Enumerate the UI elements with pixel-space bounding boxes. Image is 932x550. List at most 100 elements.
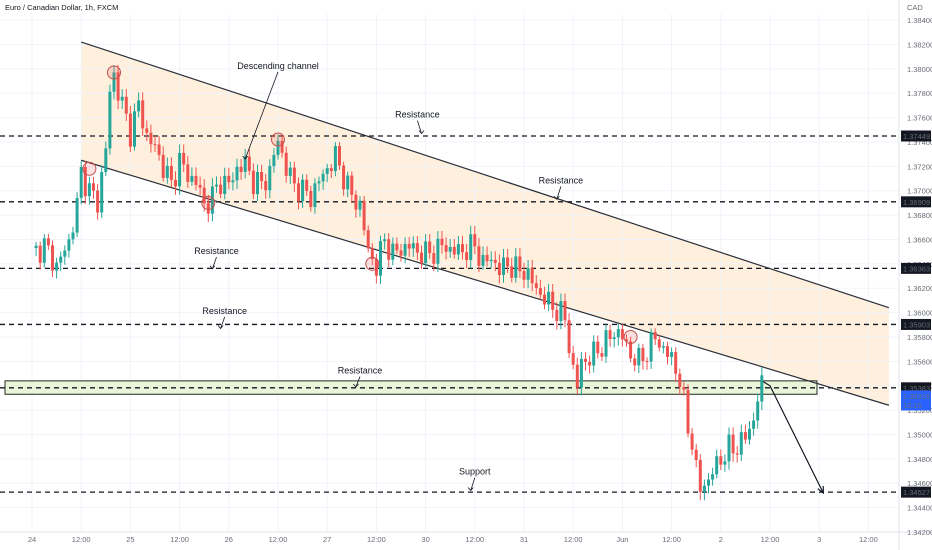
channel-lower-line <box>81 159 890 406</box>
candle-down <box>124 96 128 114</box>
price-tick-label: 1.37800 <box>907 89 932 98</box>
candle-down <box>538 288 542 295</box>
candle-down <box>366 230 370 249</box>
candle-down <box>374 259 378 276</box>
level-price-label: 1.36909 <box>903 198 930 207</box>
candle-down <box>198 184 202 188</box>
candle-up <box>403 243 407 256</box>
candle-down <box>522 271 526 280</box>
candle-down <box>686 389 690 434</box>
candle-down <box>473 234 477 247</box>
candle-up <box>649 332 653 362</box>
touch-point-circle <box>201 195 216 210</box>
candle-down <box>625 339 628 342</box>
candle-down <box>678 373 682 387</box>
annotation-pointer <box>212 256 217 269</box>
time-tick-label: 26 <box>225 535 233 544</box>
candle-down <box>518 256 522 272</box>
candle-up <box>223 175 227 194</box>
candle-down <box>186 164 190 182</box>
candle-down <box>338 146 341 166</box>
candle-up <box>75 197 79 233</box>
candle-down <box>575 364 579 388</box>
time-tick-label: 3 <box>817 535 821 544</box>
support-resistance-zone <box>4 380 818 395</box>
candle-up <box>165 165 169 178</box>
level-price-badge <box>901 262 931 274</box>
price-tick-label: 1.34400 <box>907 504 932 513</box>
candle-up <box>346 175 350 190</box>
candle-up <box>317 181 321 184</box>
candle-down <box>415 243 419 253</box>
candle-down <box>329 168 333 172</box>
candle-up <box>559 301 563 322</box>
candle-down <box>497 262 501 276</box>
candle-down <box>174 179 177 187</box>
time-tick-label: 12:00 <box>761 535 780 544</box>
price-tick-label: 1.38400 <box>907 16 932 25</box>
last-price-label: 1.35316 <box>903 392 930 401</box>
time-tick-label: 12:00 <box>72 535 91 544</box>
candle-down <box>92 183 95 191</box>
candle-down <box>309 190 313 208</box>
candle-up <box>756 401 760 421</box>
candle-up <box>272 154 276 167</box>
time-tick-label: 30 <box>421 535 429 544</box>
candle-down <box>38 245 42 263</box>
annotation-label: Resistance <box>539 175 584 185</box>
annotation-label: Resistance <box>194 246 239 256</box>
candle-down <box>653 332 657 340</box>
candle-down <box>239 166 243 172</box>
candle-down <box>666 346 669 357</box>
candle-down <box>608 330 612 339</box>
candle-down <box>395 243 399 251</box>
touch-point-circle <box>623 329 638 344</box>
annotation-pointer-head <box>209 265 216 270</box>
time-tick-label: 12:00 <box>269 535 288 544</box>
level-price-label: 1.35383 <box>903 384 930 393</box>
price-tick-label: 1.34600 <box>907 479 932 488</box>
candle-up <box>456 244 460 255</box>
candle-down <box>128 113 132 147</box>
candle-up <box>71 232 75 240</box>
candle-down <box>342 165 346 190</box>
candle-down <box>588 361 592 366</box>
candle-down <box>534 283 538 289</box>
touch-point-circle <box>82 161 97 176</box>
price-tick-label: 1.37600 <box>907 114 932 123</box>
candle-up <box>301 179 305 202</box>
candle-down <box>510 266 514 278</box>
candle-up <box>243 156 247 172</box>
time-tick-label: 12:00 <box>662 535 681 544</box>
candle-down <box>428 241 432 254</box>
candle-up <box>752 420 756 429</box>
touch-point-circle <box>271 132 285 147</box>
time-tick-label: 12:00 <box>367 535 386 544</box>
price-tick-label: 1.35000 <box>907 430 932 439</box>
candle-up <box>702 485 706 492</box>
candle-up <box>661 346 665 348</box>
candle-up <box>670 352 674 357</box>
candle-up <box>739 432 743 455</box>
annotation-pointer-head <box>217 325 224 330</box>
price-tick-label: 1.36800 <box>907 211 932 220</box>
candle-up <box>489 259 493 262</box>
candle-down <box>633 358 637 366</box>
annotation-pointer-head <box>418 130 425 135</box>
candle-down <box>596 341 600 354</box>
candle-down <box>584 358 587 362</box>
level-price-badge <box>901 318 931 330</box>
candle-up <box>514 256 518 278</box>
level-price-label: 1.35903 <box>903 320 930 329</box>
time-tick-label: 24 <box>28 535 36 544</box>
candle-up <box>502 257 505 276</box>
candle-down <box>719 456 723 465</box>
candle-down <box>182 152 186 165</box>
candle-down <box>461 244 464 253</box>
level-price-badge <box>901 130 931 142</box>
candle-up <box>424 241 428 264</box>
candle-down <box>452 246 456 255</box>
time-tick-label: 12:00 <box>859 535 878 544</box>
